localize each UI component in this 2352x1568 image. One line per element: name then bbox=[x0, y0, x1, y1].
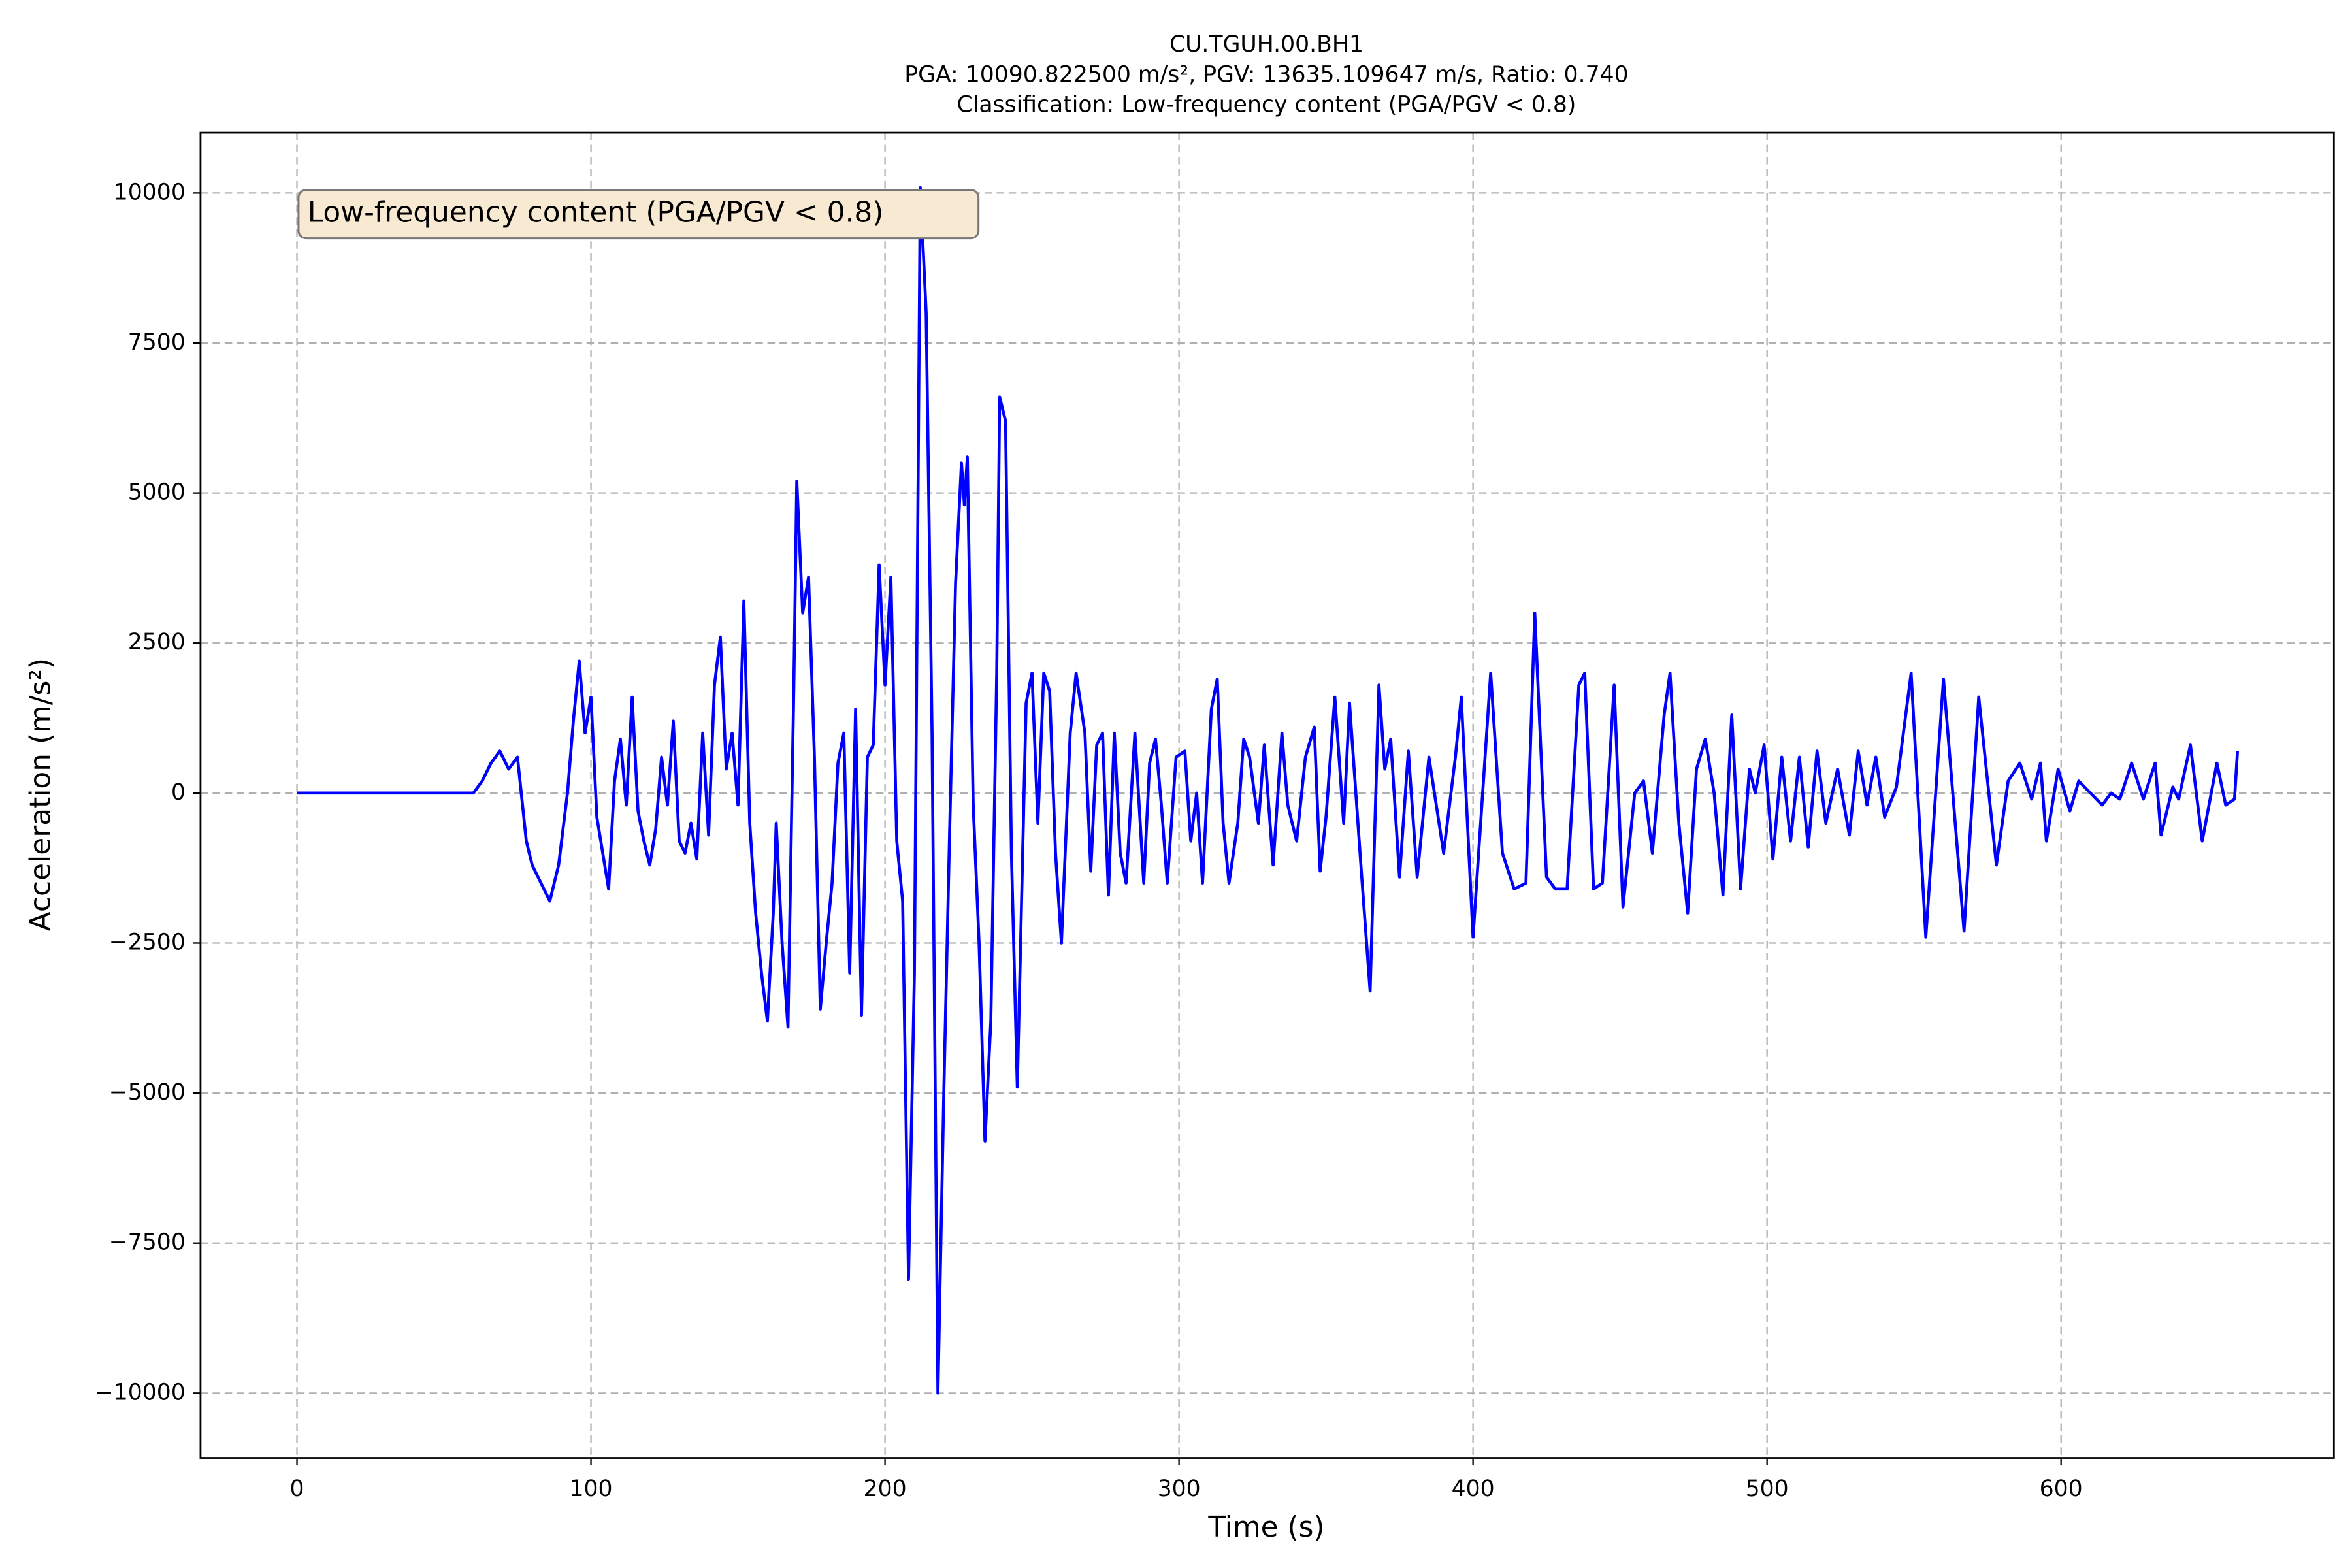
y-tick-label: −10000 bbox=[95, 1379, 186, 1405]
x-tick-label: 100 bbox=[570, 1476, 613, 1502]
waveform-line bbox=[297, 186, 2240, 1395]
y-tick-label: −2500 bbox=[109, 929, 186, 955]
y-tick-label: 7500 bbox=[128, 329, 186, 355]
plot-frame bbox=[199, 131, 2335, 1459]
y-tick-label: −5000 bbox=[109, 1079, 186, 1105]
x-tick-label: 300 bbox=[1158, 1476, 1201, 1502]
classification: Classification: Low-frequency content (P… bbox=[957, 92, 1576, 118]
x-tick-label: 0 bbox=[290, 1476, 304, 1502]
y-axis-label: Acceleration (m/s²) bbox=[24, 658, 57, 931]
x-axis-label: Time (s) bbox=[1207, 1511, 1324, 1544]
plot bbox=[297, 186, 2240, 1395]
chart-subtitle: PGA: 10090.822500 m/s², PGV: 13635.10964… bbox=[904, 61, 1628, 88]
y-tick-label: 5000 bbox=[128, 480, 186, 506]
x-tick-label: 200 bbox=[864, 1476, 907, 1502]
x-tick-label: 500 bbox=[1746, 1476, 1789, 1502]
x-tick-label: 400 bbox=[1452, 1476, 1495, 1502]
chart-title: CU.TGUH.00.BH1 bbox=[1169, 31, 1364, 57]
y-tick-label: 10000 bbox=[114, 179, 186, 205]
y-tick-label: 0 bbox=[171, 779, 186, 806]
annotation-box bbox=[297, 189, 980, 240]
grid bbox=[200, 133, 2334, 1458]
annotation: Low-frequency content (PGA/PGV < 0.8) bbox=[308, 196, 884, 229]
y-tick-label: −7500 bbox=[109, 1230, 186, 1256]
y-tick-label: 2500 bbox=[128, 629, 186, 655]
x-tick-label: 600 bbox=[2040, 1476, 2083, 1502]
ticks: 0 100 200 300 400 500 600 −10000 −7500 −5000 −2500… bbox=[95, 179, 2083, 1502]
